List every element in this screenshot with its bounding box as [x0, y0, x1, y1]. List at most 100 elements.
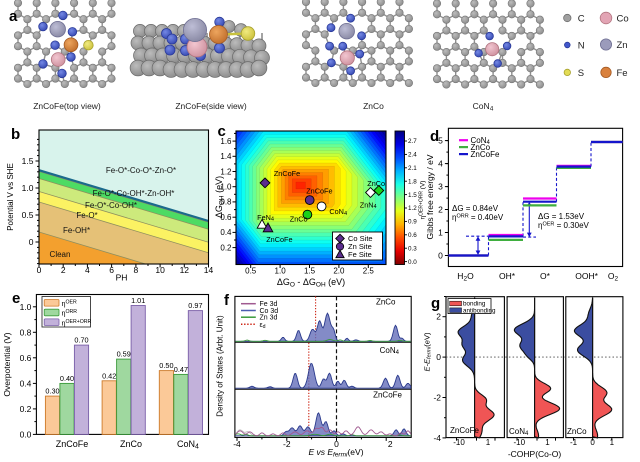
svg-text:ηORR: ηORR [62, 309, 78, 318]
svg-text:OOH*: OOH* [575, 271, 598, 281]
svg-text:0.3: 0.3 [408, 245, 417, 252]
svg-text:Overpotential (V): Overpotential (V) [2, 332, 12, 396]
svg-text:antibonding: antibonding [463, 307, 496, 314]
svg-text:ηOER = 0.30eV: ηOER = 0.30eV [538, 221, 590, 230]
svg-text:2: 2 [436, 312, 441, 322]
svg-text:S: S [578, 68, 584, 79]
svg-text:ZnCo: ZnCo [376, 298, 396, 307]
svg-text:0: 0 [436, 352, 441, 362]
svg-text:0.8: 0.8 [20, 327, 32, 337]
svg-text:Co: Co [617, 14, 629, 25]
svg-text:Co Site: Co Site [348, 234, 373, 243]
svg-text:ZnCoFe(side view): ZnCoFe(side view) [175, 101, 246, 111]
svg-text:2.0: 2.0 [333, 267, 345, 276]
svg-text:0.6: 0.6 [220, 213, 232, 222]
svg-text:ZnCoFe: ZnCoFe [373, 391, 402, 400]
svg-text:C: C [578, 14, 585, 25]
svg-text:0: 0 [438, 251, 443, 261]
svg-text:1.01: 1.01 [131, 296, 145, 305]
svg-text:ηOER+ORR: ηOER+ORR [62, 318, 92, 327]
svg-text:ZnCoFe: ZnCoFe [306, 186, 332, 195]
svg-text:1.0: 1.0 [220, 183, 232, 192]
svg-text:Zn 3d: Zn 3d [260, 315, 278, 322]
svg-text:1.0: 1.0 [275, 267, 287, 276]
svg-text:0.42: 0.42 [102, 371, 116, 380]
svg-text:Potential V vs SHE: Potential V vs SHE [6, 163, 15, 231]
svg-text:0.9: 0.9 [408, 219, 417, 226]
svg-text:-4: -4 [233, 439, 241, 449]
svg-text:Co 3d: Co 3d [260, 308, 279, 315]
svg-text:-2: -2 [283, 439, 291, 449]
svg-text:8: 8 [134, 265, 139, 275]
svg-text:g: g [431, 295, 440, 312]
svg-text:0.59: 0.59 [117, 350, 131, 359]
svg-text:-10: -10 [453, 438, 465, 447]
svg-text:d: d [430, 128, 439, 145]
svg-text:a: a [9, 8, 18, 25]
svg-text:-10: -10 [514, 438, 526, 447]
svg-text:10: 10 [155, 265, 165, 275]
svg-text:5: 5 [438, 136, 443, 146]
svg-text:ZnCo: ZnCo [363, 101, 384, 111]
svg-text:1.4: 1.4 [220, 152, 232, 161]
svg-text:0.6: 0.6 [20, 353, 32, 363]
svg-text:e: e [12, 290, 20, 307]
svg-text:c: c [218, 123, 226, 140]
svg-text:4: 4 [85, 265, 90, 275]
svg-text:ηOER+ORR (V): ηOER+ORR (V) [419, 181, 427, 220]
svg-text:Fe-O*-Co-O*-Zn-O*: Fe-O*-Co-O*-Zn-O* [106, 166, 176, 175]
svg-text:CoN4: CoN4 [380, 346, 400, 356]
svg-text:Fe 3d: Fe 3d [260, 301, 278, 308]
svg-text:H2O: H2O [457, 271, 474, 283]
svg-text:ηORR = 0.40eV: ηORR = 0.40eV [452, 213, 504, 222]
svg-text:12: 12 [180, 265, 190, 275]
svg-text:E-Efermi(eV): E-Efermi(eV) [423, 332, 433, 371]
svg-text:1.8: 1.8 [408, 178, 417, 185]
svg-text:O2: O2 [608, 271, 619, 283]
svg-text:2: 2 [61, 265, 66, 275]
svg-text:0.97: 0.97 [188, 301, 202, 310]
svg-text:0.2: 0.2 [220, 243, 232, 252]
svg-text:ZnCoFe: ZnCoFe [274, 169, 300, 178]
svg-text:ZnCoFe: ZnCoFe [266, 235, 292, 244]
svg-text:0.30: 0.30 [45, 387, 59, 396]
svg-text:f: f [224, 292, 230, 309]
svg-text:ZnN4: ZnN4 [360, 200, 377, 210]
svg-text:CoN4: CoN4 [473, 101, 494, 113]
svg-text:-4: -4 [433, 433, 441, 443]
svg-text:0.47: 0.47 [174, 365, 188, 374]
svg-text:ZnCo: ZnCo [471, 143, 491, 152]
svg-text:CoN4: CoN4 [471, 136, 491, 146]
svg-text:ZnCo: ZnCo [290, 215, 308, 224]
svg-text:N: N [578, 41, 585, 52]
svg-text:1.0: 1.0 [20, 302, 32, 312]
svg-text:0: 0 [590, 438, 595, 447]
svg-text:1: 1 [545, 438, 550, 447]
svg-text:1: 1 [610, 438, 615, 447]
svg-text:0.70: 0.70 [74, 336, 88, 345]
svg-text:0.8: 0.8 [220, 198, 232, 207]
svg-text:1.2: 1.2 [220, 167, 232, 176]
svg-text:4: 4 [438, 159, 443, 169]
svg-text:ΔG = 1.53eV: ΔG = 1.53eV [538, 212, 585, 221]
svg-text:0.0: 0.0 [20, 429, 32, 439]
svg-text:6: 6 [109, 265, 114, 275]
svg-text:Zn Site: Zn Site [348, 242, 372, 251]
svg-text:ηOER: ηOER [62, 299, 77, 308]
svg-text:ΔGOH (eV): ΔGOH (eV) [214, 176, 226, 218]
svg-text:Fe-O*-Co-OH*-Zn-OH*: Fe-O*-Co-OH*-Zn-OH* [93, 189, 175, 198]
svg-text:ZnCoFe: ZnCoFe [450, 426, 479, 435]
svg-text:-1: -1 [570, 438, 578, 447]
svg-text:ZnCo: ZnCo [120, 439, 142, 449]
svg-text:2: 2 [388, 439, 393, 449]
svg-text:Gibbs free energy / eV: Gibbs free energy / eV [425, 154, 435, 239]
svg-text:0.50: 0.50 [159, 361, 173, 370]
svg-text:1.5: 1.5 [22, 156, 34, 166]
svg-text:OH*: OH* [499, 271, 516, 281]
svg-text:E vs Efermi(eV): E vs Efermi(eV) [308, 447, 363, 459]
svg-text:0.5: 0.5 [22, 210, 34, 220]
svg-text:0.5: 0.5 [245, 267, 257, 276]
svg-text:0.6: 0.6 [408, 232, 417, 239]
svg-text:εd: εd [260, 322, 266, 330]
svg-text:FeN4: FeN4 [257, 213, 274, 223]
